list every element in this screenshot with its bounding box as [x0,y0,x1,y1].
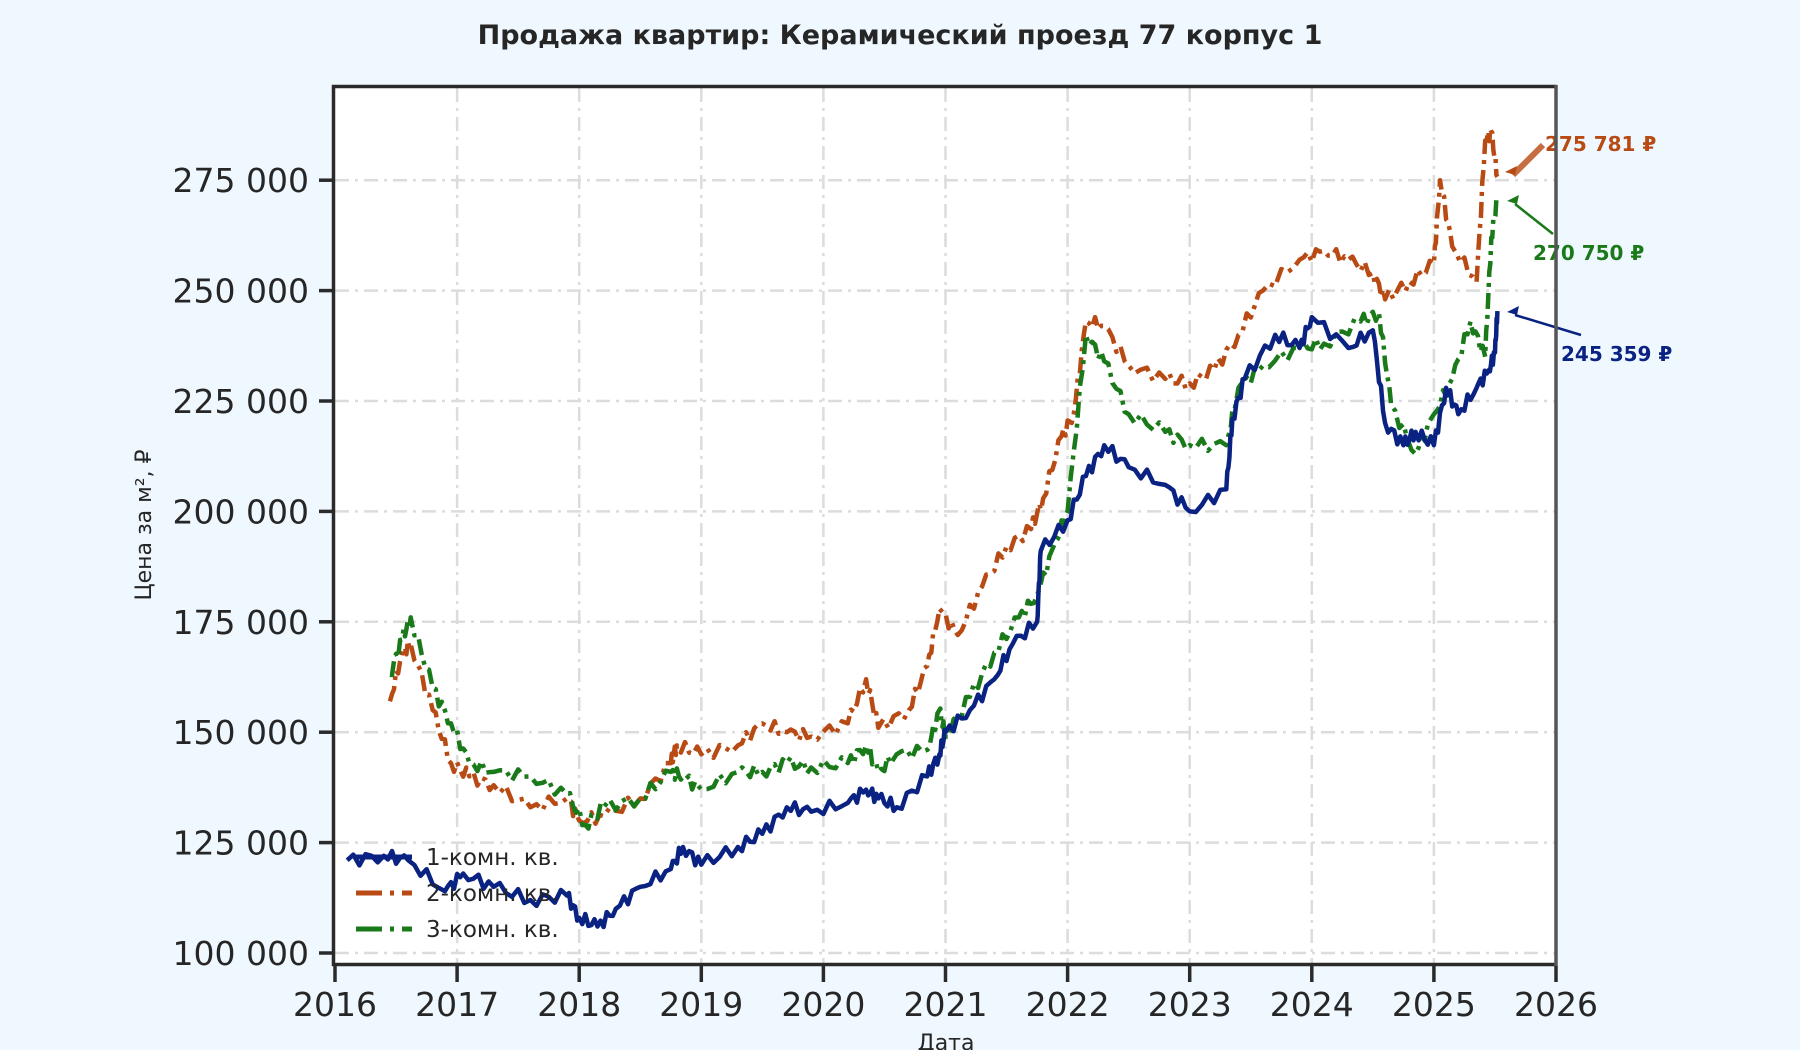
y-tick-label: 250 000 [173,272,309,311]
legend: 1-комн. кв. 2-комн. кв. 3-комн. кв. [356,845,559,943]
grid-lines [335,88,1555,963]
legend-item-2: 2-комн. кв. [426,881,559,907]
y-axis: 100 000 125 000 150 000 175 000 200 000 225 0… [173,161,333,973]
x-tick-label: 2020 [781,985,865,1024]
x-tick-label: 2024 [1270,985,1354,1024]
chart-title: Продажа квартир: Керамический проезд 77 … [477,20,1323,51]
annotations: 275 781 ₽ 270 750 ₽ 245 359 ₽ [1505,132,1672,366]
x-tick-label: 2026 [1514,985,1598,1024]
y-axis-label: Цена за м², ₽ [132,449,157,600]
last-value-annotation: 270 750 ₽ [1533,241,1644,265]
y-tick-label: 125 000 [173,824,309,863]
x-axis-label: Дата [918,1031,975,1050]
x-tick-label: 2019 [659,985,743,1024]
y-tick-label: 275 000 [173,161,309,200]
series-lines [345,126,1500,930]
x-tick-label: 2021 [904,985,988,1024]
y-tick-label: 150 000 [173,713,309,752]
x-tick-label: 2017 [415,985,499,1024]
series-line-3-room [389,196,1499,831]
last-value-annotation: 275 781 ₽ [1545,132,1656,156]
x-tick-label: 2025 [1392,985,1476,1024]
x-tick-label: 2016 [293,985,377,1024]
series-line-1-room [345,311,1500,930]
legend-item-1: 1-комн. кв. [426,845,559,871]
last-value-annotation: 245 359 ₽ [1561,342,1672,366]
y-tick-label: 200 000 [173,492,309,531]
x-tick-label: 2023 [1148,985,1232,1024]
y-tick-label: 225 000 [173,382,309,421]
x-tick-label: 2018 [537,985,621,1024]
x-axis: 2016 2017 2018 2019 2020 2021 2022 2023 2024 2025… [293,966,1598,1024]
y-tick-label: 175 000 [173,603,309,642]
legend-item-3: 3-комн. кв. [426,917,559,943]
y-tick-label: 100 000 [173,934,309,973]
x-tick-label: 2022 [1026,985,1110,1024]
